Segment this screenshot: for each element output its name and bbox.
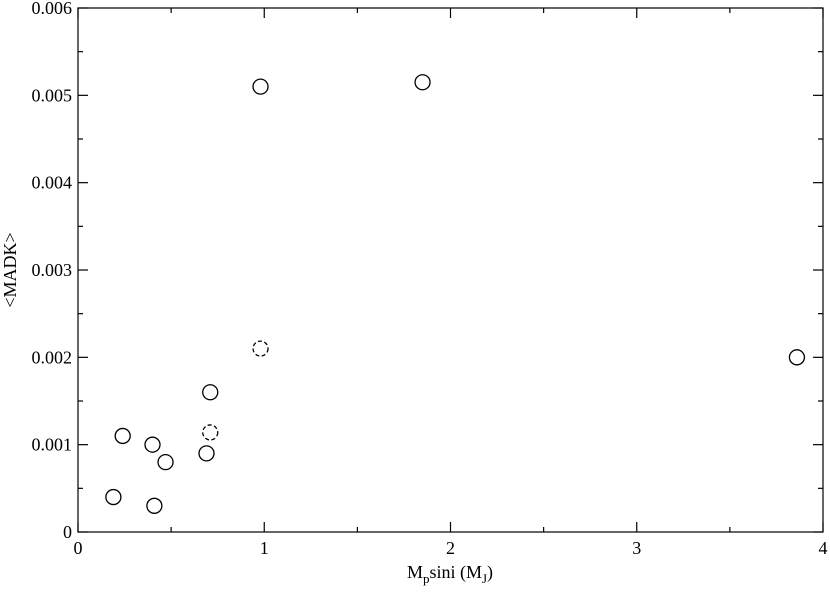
y-tick-label: 0.005 <box>32 85 73 105</box>
x-axis-title-main: M <box>407 562 423 582</box>
x-tick-label: 4 <box>819 538 828 558</box>
circle-point <box>202 384 219 401</box>
circle-point <box>414 74 431 91</box>
circle-point <box>157 453 174 471</box>
dashed-circle-point <box>202 424 219 441</box>
y-tick-label: 0 <box>63 522 72 542</box>
y-tick-label: 0.002 <box>32 347 73 367</box>
plot-frame <box>77 7 824 533</box>
ticks-layer: 0 1 2 3 4 0 0.001 0.002 0.003 0.004 0.005 0.006 <box>32 0 828 558</box>
x-axis-title-end: ) <box>487 562 493 583</box>
circle-point <box>144 436 161 453</box>
x-axis-title-sub: p <box>423 571 430 586</box>
y-axis-title: <MADK> <box>0 232 20 307</box>
y-tick-label: 0.006 <box>32 0 73 18</box>
circle-point <box>252 78 269 95</box>
circle-point <box>114 427 131 445</box>
circle-point <box>788 349 806 366</box>
x-axis-title-mid: sini (M <box>429 562 482 583</box>
x-tick-label: 0 <box>74 538 83 558</box>
x-axis-title-sub2: J <box>482 571 487 586</box>
x-axis-title: Mpsini (MJ) <box>407 562 493 586</box>
points-layer <box>105 74 806 514</box>
x-tick-label: 1 <box>260 538 269 558</box>
circle-point <box>146 497 163 514</box>
x-tick-label: 2 <box>446 538 455 558</box>
y-tick-label: 0.004 <box>32 173 73 193</box>
y-tick-label: 0.001 <box>32 435 73 455</box>
circle-point <box>198 445 215 462</box>
circle-point <box>105 488 122 506</box>
y-tick-label: 0.003 <box>32 260 73 280</box>
dashed-circle-point <box>252 340 269 357</box>
x-tick-label: 3 <box>632 538 641 558</box>
